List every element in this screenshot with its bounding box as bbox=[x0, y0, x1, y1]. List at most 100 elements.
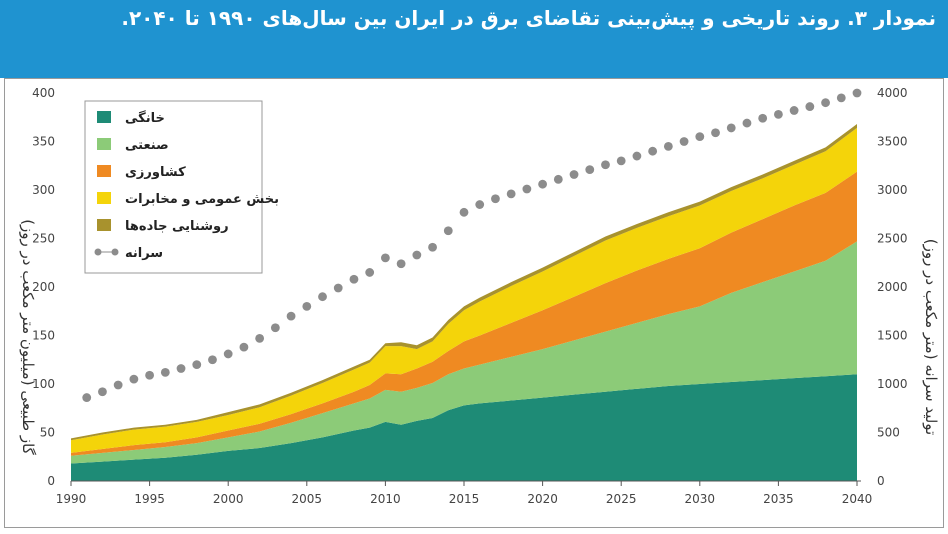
y-tick-label: 250 bbox=[32, 232, 55, 246]
legend-swatch bbox=[97, 165, 111, 177]
per-capita-point bbox=[239, 342, 249, 352]
legend-label: روشنایی جاده‌ها bbox=[125, 219, 229, 234]
y-tick-label: 200 bbox=[32, 280, 55, 294]
chart-area: 1990 1995 2000 2005 2010 2015 2020 2025 2030 2035… bbox=[19, 86, 940, 506]
per-capita-point bbox=[852, 88, 862, 98]
x-tick-label: 2040 bbox=[842, 492, 873, 506]
chart-header: نمودار ۳. روند تاریخی و پیش‌بینی تقاضای … bbox=[0, 0, 948, 78]
per-capita-point bbox=[192, 360, 202, 369]
legend-swatch bbox=[97, 192, 111, 204]
x-tick-label: 2000 bbox=[213, 492, 244, 506]
x-tick-label: 2005 bbox=[292, 492, 323, 506]
per-capita-point bbox=[648, 146, 658, 156]
y2-tick-label: 2000 bbox=[877, 280, 908, 294]
per-capita-point bbox=[255, 334, 265, 343]
per-capita-point bbox=[396, 259, 406, 269]
per-capita-series bbox=[82, 88, 862, 402]
y2-tick-label: 500 bbox=[877, 426, 900, 440]
per-capita-point bbox=[113, 380, 123, 390]
chart-title: نمودار ۳. روند تاریخی و پیش‌بینی تقاضای … bbox=[121, 6, 936, 30]
x-tick-label: 2010 bbox=[370, 492, 401, 506]
per-capita-point bbox=[98, 387, 107, 397]
x-tick-label: 2030 bbox=[685, 492, 716, 506]
x-tick-label: 1995 bbox=[134, 492, 165, 506]
per-capita-point bbox=[491, 194, 500, 204]
y2-tick-label: 2500 bbox=[877, 232, 908, 246]
y2-tick-label: 1000 bbox=[877, 377, 908, 391]
per-capita-point bbox=[349, 274, 359, 284]
legend-label: بخش عمومی و مخابرات bbox=[125, 192, 279, 207]
per-capita-point bbox=[475, 200, 485, 209]
per-capita-point bbox=[632, 151, 642, 161]
legend-label: سرانه bbox=[125, 246, 163, 261]
y-axis-right: 0 500 1000 1500 2000 2500 3000 3500 4000 bbox=[877, 86, 908, 488]
area-series-0 bbox=[71, 374, 857, 481]
per-capita-point bbox=[82, 393, 92, 402]
per-capita-point bbox=[412, 250, 422, 260]
x-tick-label: 2025 bbox=[606, 492, 637, 506]
area-series-1 bbox=[71, 241, 857, 464]
per-capita-point bbox=[711, 128, 720, 138]
y2-tick-label: 1500 bbox=[877, 329, 908, 343]
per-capita-point bbox=[160, 367, 170, 377]
per-capita-point bbox=[176, 364, 186, 373]
y2-tick-label: 3500 bbox=[877, 135, 908, 149]
per-capita-point bbox=[506, 189, 516, 199]
y-tick-label: 400 bbox=[32, 86, 55, 100]
per-capita-point bbox=[758, 113, 768, 123]
legend-label: کشاورزی bbox=[125, 165, 186, 180]
y-tick-label: 350 bbox=[32, 135, 55, 149]
per-capita-point bbox=[789, 106, 799, 115]
legend-dot bbox=[111, 248, 119, 256]
per-capita-point bbox=[459, 207, 469, 217]
x-tick-label: 1990 bbox=[56, 492, 87, 506]
x-tick-label: 2020 bbox=[527, 492, 558, 506]
per-capita-point bbox=[129, 374, 139, 384]
y2-axis-title: تولید سرانه (متر مکعب در روز) bbox=[922, 239, 940, 435]
y-tick-label: 0 bbox=[47, 474, 55, 488]
per-capita-point bbox=[208, 355, 217, 365]
per-capita-point bbox=[333, 283, 343, 293]
per-capita-point bbox=[145, 370, 155, 380]
per-capita-point bbox=[270, 323, 280, 333]
per-capita-point bbox=[428, 242, 437, 252]
legend-swatch bbox=[97, 138, 111, 150]
per-capita-point bbox=[679, 137, 689, 146]
per-capita-point bbox=[318, 292, 327, 302]
legend-label: خانگی bbox=[125, 110, 165, 126]
y-tick-label: 150 bbox=[32, 329, 55, 343]
per-capita-point bbox=[569, 170, 579, 179]
x-tick-label: 2015 bbox=[449, 492, 480, 506]
per-capita-point bbox=[601, 160, 610, 170]
per-capita-point bbox=[695, 132, 705, 142]
legend-swatch bbox=[97, 219, 111, 231]
per-capita-point bbox=[805, 102, 815, 111]
y2-tick-label: 4000 bbox=[877, 86, 908, 100]
legend-label: صنعتی bbox=[125, 138, 169, 153]
y-axis-title: گاز طبیعی (میلیون متر مکعب در روز) bbox=[19, 219, 37, 455]
per-capita-point bbox=[663, 141, 673, 151]
stacked-areas bbox=[71, 124, 857, 481]
legend-dot bbox=[94, 248, 102, 256]
y-tick-label: 100 bbox=[32, 377, 55, 391]
per-capita-point bbox=[774, 109, 783, 119]
per-capita-point bbox=[726, 123, 736, 133]
per-capita-point bbox=[302, 302, 312, 311]
per-capita-point bbox=[443, 226, 453, 236]
per-capita-point bbox=[616, 156, 626, 166]
per-capita-point bbox=[286, 311, 296, 321]
per-capita-point bbox=[821, 98, 830, 108]
y-axis-left: 0 50 100 150 200 250 300 350 400 bbox=[32, 86, 55, 488]
per-capita-point bbox=[522, 184, 532, 194]
per-capita-point bbox=[836, 93, 846, 103]
x-tick-label: 2035 bbox=[763, 492, 794, 506]
y2-tick-label: 3000 bbox=[877, 183, 908, 197]
legend-swatch bbox=[97, 111, 111, 123]
per-capita-point bbox=[742, 118, 752, 128]
per-capita-point bbox=[585, 165, 595, 175]
x-axis: 1990 1995 2000 2005 2010 2015 2020 2025 2030 2035… bbox=[56, 480, 873, 506]
per-capita-point bbox=[538, 179, 547, 189]
per-capita-point bbox=[365, 268, 375, 277]
legend-box bbox=[84, 100, 263, 274]
chart-frame: 1990 1995 2000 2005 2010 2015 2020 2025 2030 2035… bbox=[4, 78, 944, 528]
